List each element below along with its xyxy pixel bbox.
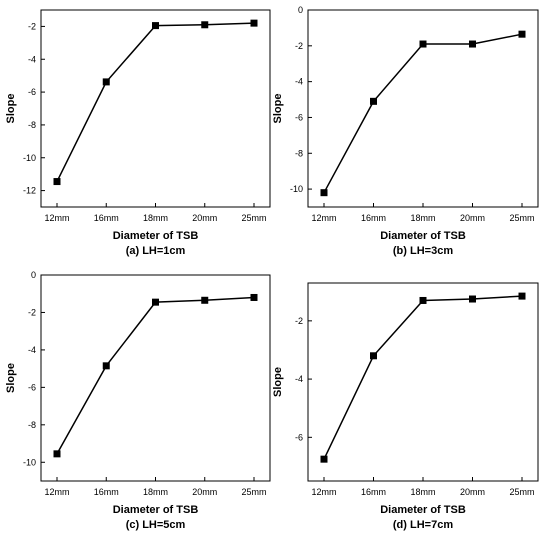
y-tick-label: -8: [28, 420, 36, 430]
x-tick-label: 12mm: [311, 487, 336, 497]
data-point-marker: [320, 455, 328, 463]
x-tick-label: 12mm: [44, 213, 69, 223]
data-point-marker: [469, 40, 476, 48]
x-axis-title: Diameter of TSB: [113, 230, 199, 242]
series-line-c: [56, 296, 255, 455]
data-point-marker: [102, 362, 110, 370]
y-tick-label: -8: [295, 148, 303, 158]
y-tick-label: -4: [295, 374, 303, 384]
data-point-marker: [320, 189, 328, 197]
data-point-marker: [152, 298, 159, 306]
data-point-marker: [518, 292, 526, 300]
data-point-marker: [419, 40, 427, 48]
x-tick-label: 25mm: [509, 487, 534, 497]
data-point-marker: [370, 352, 377, 360]
x-tick-label: 16mm: [361, 213, 386, 223]
plot-frame-b: [307, 9, 539, 208]
x-tick-label: 18mm: [143, 487, 168, 497]
data-point-marker: [419, 296, 427, 304]
plot-frame-c: [40, 274, 271, 482]
panel-caption: (a) LH=1cm: [126, 245, 186, 257]
x-axis-title: Diameter of TSB: [380, 504, 466, 516]
y-tick-label: 0: [31, 270, 36, 280]
plot-frame-d: [307, 282, 539, 482]
panel-c: -10 -8 -6 -4 -2 0 12mm 16mm 18mm 20mm 25mm Diameter…: [5, 270, 271, 531]
y-axis-title: Slope: [272, 367, 284, 397]
data-point-marker: [370, 97, 377, 105]
data-point-marker: [250, 19, 258, 27]
x-tick-label: 18mm: [410, 487, 435, 497]
data-point-marker: [518, 30, 526, 38]
x-tick-label: 20mm: [192, 487, 217, 497]
y-tick-label: -4: [28, 54, 36, 64]
panel-caption: (c) LH=5cm: [126, 519, 186, 531]
y-tick-label: -6: [295, 432, 303, 442]
x-tick-label: 20mm: [192, 213, 217, 223]
y-tick-label: -6: [28, 87, 36, 97]
panel-d: -6 -4 -2 12mm 16mm 18mm 20mm 25mm Diameter of TS…: [272, 282, 539, 531]
panel-caption: (b) LH=3cm: [393, 245, 453, 257]
data-point-marker: [152, 22, 159, 30]
y-tick-label: -4: [28, 345, 36, 355]
y-tick-label: -10: [23, 457, 36, 467]
series-line-a: [56, 22, 255, 182]
y-tick-label: -4: [295, 77, 303, 87]
series-line-b: [323, 33, 523, 194]
y-axis-title: Slope: [272, 94, 284, 124]
plot-frame-a: [40, 9, 271, 208]
data-point-marker: [53, 450, 61, 458]
x-tick-label: 20mm: [460, 487, 485, 497]
y-tick-label: 0: [298, 5, 303, 15]
data-point-marker: [250, 293, 258, 301]
y-tick-label: -2: [295, 316, 303, 326]
y-axis-title: Slope: [5, 94, 17, 124]
x-tick-label: 12mm: [311, 213, 336, 223]
panel-b: -10 -8 -6 -4 -2 0 12mm 16mm 18mm 20mm 25mm Diameter…: [272, 5, 539, 257]
data-point-marker: [102, 78, 110, 86]
data-point-marker: [469, 295, 476, 303]
panel-a: -12 -10 -8 -6 -4 -2 12mm 16mm 18mm 20mm 25mm Diamet…: [5, 9, 271, 257]
series-line-d: [323, 295, 523, 460]
y-tick-label: -12: [23, 186, 36, 196]
x-tick-label: 25mm: [509, 213, 534, 223]
y-tick-label: -2: [295, 41, 303, 51]
y-tick-label: -8: [28, 120, 36, 130]
x-tick-label: 16mm: [94, 213, 119, 223]
x-tick-label: 20mm: [460, 213, 485, 223]
y-tick-label: -10: [23, 153, 36, 163]
data-point-marker: [53, 178, 61, 186]
x-tick-label: 18mm: [410, 213, 435, 223]
x-axis-title: Diameter of TSB: [380, 230, 466, 242]
x-tick-label: 12mm: [44, 487, 69, 497]
y-tick-label: -6: [28, 382, 36, 392]
data-point-marker: [201, 21, 209, 29]
x-tick-label: 25mm: [241, 487, 266, 497]
x-axis-title: Diameter of TSB: [113, 504, 199, 516]
panel-caption: (d) LH=7cm: [393, 519, 453, 531]
y-tick-label: -2: [28, 21, 36, 31]
x-tick-label: 16mm: [94, 487, 119, 497]
y-tick-label: -6: [295, 112, 303, 122]
x-tick-label: 16mm: [361, 487, 386, 497]
y-tick-label: -10: [290, 184, 303, 194]
x-tick-label: 25mm: [241, 213, 266, 223]
y-axis-title: Slope: [5, 363, 17, 393]
x-tick-label: 18mm: [143, 213, 168, 223]
data-point-marker: [201, 296, 209, 304]
y-tick-label: -2: [28, 307, 36, 317]
